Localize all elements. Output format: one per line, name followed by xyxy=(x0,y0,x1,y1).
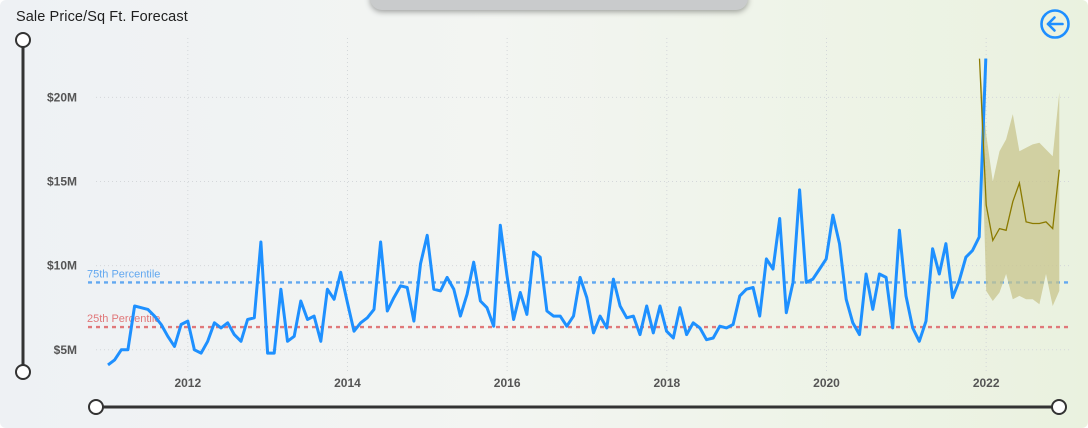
x-tick-label: 2020 xyxy=(813,376,840,390)
percentile-label: 75th Percentile xyxy=(87,268,160,280)
x-range-slider-left-handle[interactable] xyxy=(88,399,104,415)
percentile-label: 25th Percentile xyxy=(87,313,160,325)
y-tick-label: $5M xyxy=(54,343,77,357)
x-tick-label: 2014 xyxy=(334,376,361,390)
forecast-line xyxy=(978,58,1060,243)
focus-mode-tab[interactable] xyxy=(370,0,748,10)
x-tick-label: 2016 xyxy=(494,376,521,390)
y-range-slider-bottom-handle[interactable] xyxy=(15,364,31,380)
actual-price-line xyxy=(107,58,988,367)
y-tick-label: $10M xyxy=(47,259,77,273)
y-range-slider-top-handle[interactable] xyxy=(15,32,31,48)
x-tick-label: 2018 xyxy=(653,376,680,390)
x-range-slider-right-handle[interactable] xyxy=(1051,399,1067,415)
back-arrow-icon[interactable] xyxy=(1039,8,1071,40)
x-tick-label: 2022 xyxy=(973,376,1000,390)
y-tick-label: $20M xyxy=(47,90,77,104)
chart-title: Sale Price/Sq Ft. Forecast xyxy=(16,9,188,25)
y-tick-label: $15M xyxy=(47,174,77,188)
x-tick-label: 2012 xyxy=(174,376,201,390)
